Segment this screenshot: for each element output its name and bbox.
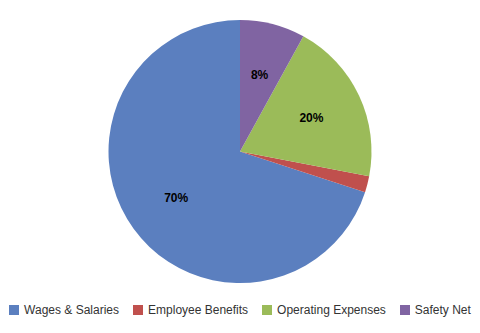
html-text:Wages & Salaries: Wages & Salaries [24, 303, 119, 317]
html-text:Operating Expenses: Operating Expenses [277, 303, 386, 317]
svg-text:20%: 20% [299, 111, 323, 125]
html-text:Employee Benefits: Employee Benefits [148, 303, 249, 317]
svg-text:8%: 8% [251, 68, 269, 82]
svg-text:70%: 70% [164, 191, 188, 205]
html-text:Safety Net: Safety Net [414, 303, 471, 317]
